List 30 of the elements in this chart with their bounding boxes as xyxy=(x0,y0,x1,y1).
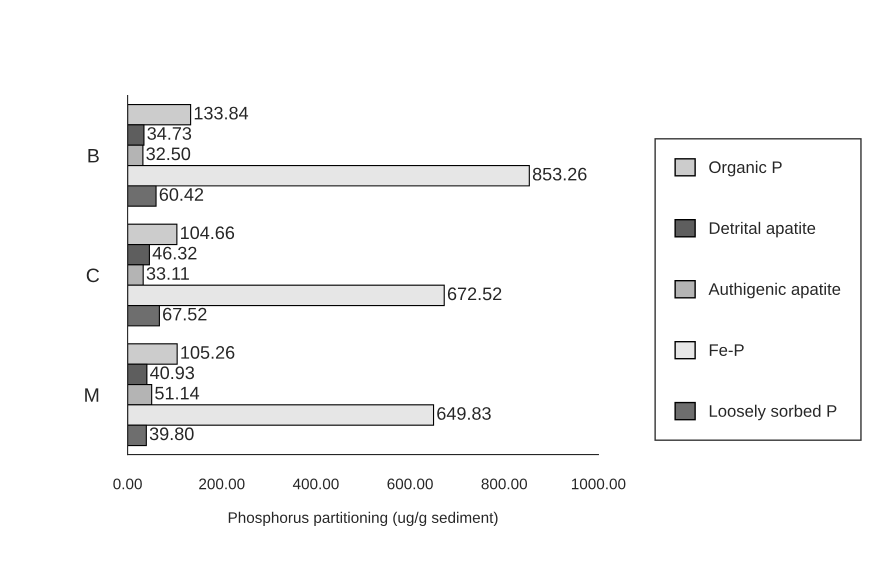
legend-label: Fe-P xyxy=(710,344,744,356)
data-label: 32.50 xyxy=(146,147,190,160)
data-label: 105.26 xyxy=(181,346,234,359)
data-label: 67.52 xyxy=(163,308,206,321)
x-tick-label: 1000.00 xyxy=(572,478,626,490)
legend-label: Organic P xyxy=(709,160,782,176)
y-tick-label: M xyxy=(85,388,98,402)
legend-label: Detrital apatite xyxy=(710,222,816,238)
data-label: 33.11 xyxy=(146,267,189,280)
data-label: 34.73 xyxy=(147,127,192,140)
data-label: 672.52 xyxy=(448,287,502,300)
y-tick-label: B xyxy=(88,149,99,162)
data-label: 51.14 xyxy=(155,386,200,400)
data-label: 104.66 xyxy=(181,226,234,240)
data-label: 46.32 xyxy=(152,246,196,260)
data-label: 649.83 xyxy=(437,407,491,420)
data-label: 60.42 xyxy=(160,188,204,201)
legend-label: Loosely sorbed P xyxy=(710,404,836,420)
x-tick-label: 800.00 xyxy=(482,478,528,490)
x-tick-label: 0.00 xyxy=(113,478,142,490)
data-label: 133.84 xyxy=(194,106,248,120)
x-tick-label: 600.00 xyxy=(387,478,433,490)
x-tick-label: 400.00 xyxy=(292,478,339,490)
data-label: 40.93 xyxy=(150,366,194,380)
y-tick-label: C xyxy=(86,268,100,282)
x-tick-label: 200.00 xyxy=(199,478,245,490)
x-axis-title: Phosphorus partitioning (ug/g sediment) xyxy=(228,512,498,526)
data-label: 39.80 xyxy=(150,427,194,440)
data-label: 853.26 xyxy=(532,168,587,181)
legend-label: Authigenic apatite xyxy=(708,282,840,298)
